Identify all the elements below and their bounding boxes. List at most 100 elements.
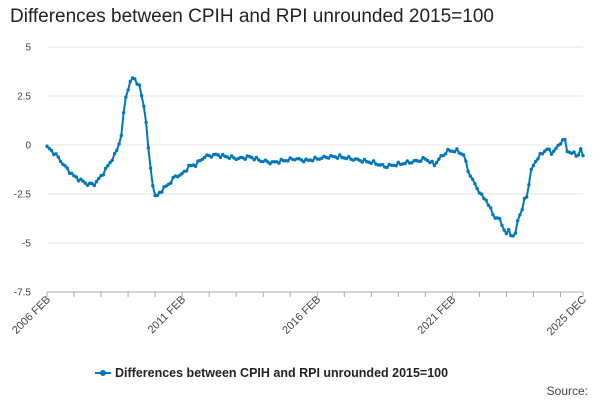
- data-point: [371, 159, 376, 163]
- data-point: [302, 160, 306, 164]
- legend-swatch-icon: [95, 370, 111, 376]
- data-point: [464, 159, 468, 163]
- data-point: [268, 162, 272, 166]
- data-point: [540, 152, 545, 156]
- data-point: [455, 147, 459, 151]
- data-point: [133, 77, 137, 81]
- x-tick-label: 2006 FEB: [10, 294, 53, 337]
- data-point: [536, 157, 540, 161]
- data-point: [326, 156, 331, 160]
- data-point: [106, 164, 110, 168]
- data-point: [581, 153, 585, 158]
- data-point: [468, 174, 473, 178]
- data-point: [230, 154, 234, 158]
- data-point: [576, 153, 581, 157]
- data-point: [385, 165, 389, 170]
- data-point: [119, 133, 124, 138]
- data-point: [101, 173, 106, 177]
- data-point: [520, 208, 524, 212]
- data-point: [362, 157, 367, 162]
- data-point: [202, 155, 207, 160]
- legend-label: Differences between CPIH and RPI unround…: [115, 366, 449, 380]
- data-point: [160, 190, 164, 194]
- data-point: [452, 150, 457, 154]
- data-point: [121, 111, 126, 115]
- source-label: Source:: [546, 384, 588, 398]
- data-point: [437, 157, 441, 161]
- data-point: [531, 163, 536, 168]
- data-point: [103, 166, 108, 171]
- data-point: [227, 156, 232, 160]
- data-point: [504, 231, 509, 236]
- data-point: [549, 152, 554, 156]
- data-point: [128, 79, 132, 84]
- data-point: [63, 164, 67, 168]
- data-point: [313, 155, 317, 159]
- data-point: [525, 195, 529, 199]
- data-point: [277, 161, 281, 165]
- data-point: [491, 213, 495, 217]
- data-point: [396, 160, 400, 164]
- data-point: [475, 187, 479, 191]
- data-point: [216, 153, 220, 157]
- data-point: [90, 181, 94, 186]
- data-point: [347, 155, 351, 159]
- legend[interactable]: Differences between CPIH and RPI unround…: [95, 366, 448, 380]
- data-point: [572, 150, 576, 154]
- series-markers: [45, 76, 585, 238]
- y-tick-label: 5: [25, 43, 31, 54]
- data-point: [144, 120, 148, 125]
- data-point: [410, 161, 414, 165]
- data-point: [243, 157, 247, 161]
- data-point: [142, 104, 146, 108]
- data-point: [511, 234, 515, 238]
- data-point: [552, 149, 556, 153]
- data-point: [311, 159, 315, 163]
- data-point: [252, 158, 256, 162]
- data-point: [489, 206, 493, 210]
- y-tick-label: -2.5: [14, 190, 32, 201]
- data-point: [498, 216, 502, 221]
- data-point: [54, 152, 58, 156]
- data-point: [461, 153, 466, 157]
- data-point: [338, 153, 342, 157]
- data-point: [529, 167, 533, 172]
- data-point: [380, 162, 385, 167]
- data-point: [425, 158, 430, 163]
- data-point: [112, 151, 117, 156]
- data-point: [85, 183, 90, 187]
- data-point: [74, 175, 79, 179]
- data-point: [286, 159, 290, 163]
- data-point: [184, 169, 189, 173]
- data-point: [254, 155, 259, 160]
- data-point: [83, 181, 88, 185]
- data-point: [45, 144, 49, 148]
- data-point: [146, 146, 150, 150]
- data-point: [47, 146, 51, 151]
- data-point: [70, 171, 74, 176]
- data-point: [209, 155, 214, 159]
- data-point: [169, 181, 173, 185]
- data-point: [58, 159, 63, 164]
- data-point: [110, 158, 115, 162]
- data-point: [97, 176, 101, 181]
- data-point: [151, 183, 155, 188]
- data-point: [547, 147, 551, 151]
- data-point: [250, 155, 254, 160]
- data-point: [369, 161, 373, 165]
- data-point: [117, 142, 121, 146]
- data-point: [320, 156, 324, 160]
- data-point: [558, 142, 563, 146]
- data-point: [335, 156, 340, 160]
- y-tick-label: -5: [22, 239, 31, 250]
- axes: [46, 291, 584, 297]
- data-point: [543, 149, 547, 153]
- data-point: [108, 160, 112, 165]
- data-point: [534, 159, 538, 164]
- data-point: [218, 155, 223, 160]
- data-point: [193, 164, 198, 168]
- data-point: [360, 160, 364, 164]
- data-point: [473, 182, 477, 186]
- data-point: [507, 227, 511, 232]
